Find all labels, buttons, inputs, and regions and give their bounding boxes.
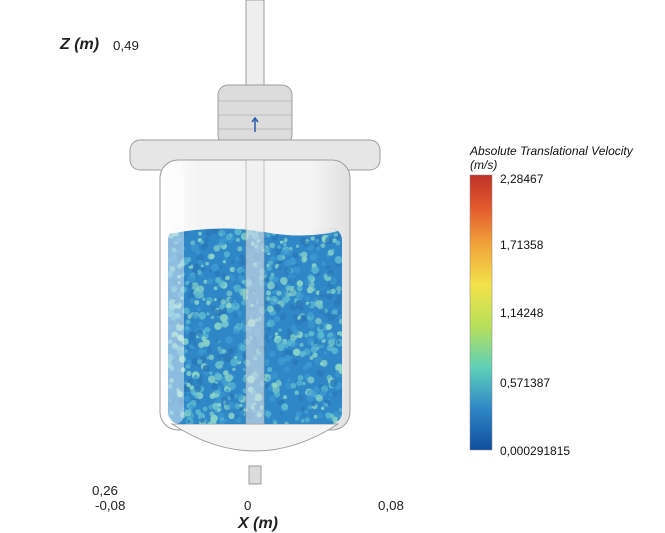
- colorbar-tick: 2,28467: [500, 172, 543, 186]
- colorbar-tick: 1,71358: [500, 238, 543, 252]
- z-tick: 0,49: [113, 38, 139, 53]
- colorbar-tick: 0,571387: [500, 376, 550, 390]
- x-tick: -0,08: [95, 498, 125, 513]
- x-tick: 0: [244, 498, 251, 513]
- feed-tube-inner: [246, 160, 264, 424]
- vessel-bottom: [172, 424, 338, 451]
- bottom-outlet: [249, 466, 261, 484]
- x-tick: 0,08: [378, 498, 404, 513]
- colorbar-tick: 0,000291815: [500, 444, 570, 458]
- glass-highlight: [166, 166, 184, 424]
- figure-stage: Z (m) X (m) Absolute Translational Veloc…: [0, 0, 665, 533]
- colorbar: [470, 175, 492, 450]
- colorbar-tick: 1,14248: [500, 306, 543, 320]
- z-tick: 0,26: [92, 483, 118, 498]
